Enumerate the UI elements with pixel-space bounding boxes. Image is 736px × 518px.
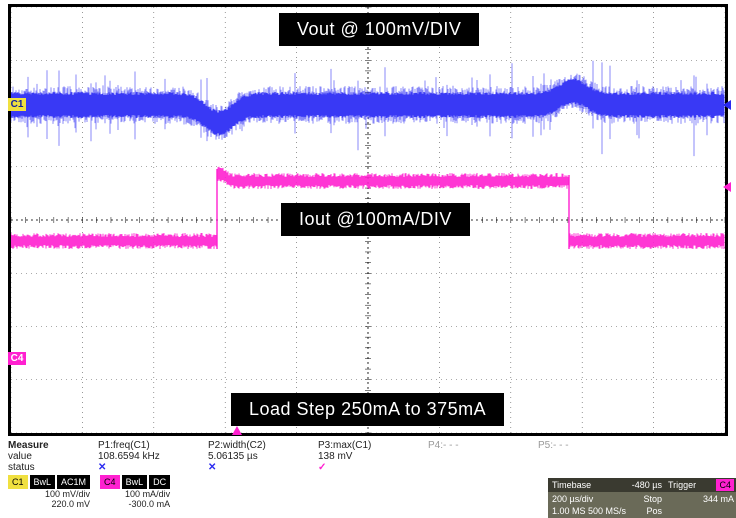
- measure-title: Measure: [8, 440, 98, 451]
- ch4-zero-marker: C4: [8, 352, 26, 365]
- channel-badge: BwL: [30, 475, 56, 489]
- ch1-zero-marker: C1: [8, 98, 26, 111]
- channel-scale: 100 mV/div: [8, 489, 90, 499]
- measure-col-value: [428, 451, 538, 462]
- channel-badge: AC1M: [57, 475, 90, 489]
- vout-annotation: Vout @ 100mV/DIV: [279, 13, 479, 46]
- timebase-scale: 200 µs/div: [552, 493, 593, 505]
- measure-header-row: Measure P1:freq(C1)P2:width(C2)P3:max(C1…: [8, 440, 728, 451]
- measure-col-status: [428, 462, 538, 473]
- measure-value-row: value 108.6594 kHz5.06135 µs138 mV: [8, 451, 728, 462]
- trigger-title: Trigger: [668, 479, 696, 491]
- timebase-delay: -480 µs: [632, 479, 662, 491]
- measure-col-name: P3:max(C1): [318, 440, 428, 451]
- trigger-panel[interactable]: TriggerC4344 mA.: [664, 478, 736, 518]
- measure-col-value: 108.6594 kHz: [98, 451, 208, 462]
- channel-readout-c1[interactable]: C1BwLAC1M100 mV/div220.0 mV: [8, 475, 90, 509]
- measure-col-name: P1:freq(C1): [98, 440, 208, 451]
- timebase-title: Timebase: [552, 479, 591, 491]
- channel-tag: C1: [8, 475, 28, 489]
- iout-annotation: Iout @100mA/DIV: [281, 203, 470, 236]
- channel-badge: BwL: [122, 475, 148, 489]
- trigger-position-marker: [232, 426, 242, 435]
- measure-col-status: ✕: [208, 462, 318, 473]
- channel-offset: 220.0 mV: [8, 499, 90, 509]
- oscilloscope-display: C1 C4 Vout @ 100mV/DIV Iout @100mA/DIV L…: [8, 4, 728, 436]
- channel-offset: -300.0 mA: [100, 499, 170, 509]
- right-ref-marker-c1: [723, 100, 731, 110]
- trigger-level: 344 mA: [668, 493, 734, 505]
- status-label: status: [8, 462, 98, 473]
- channel-readout-c4[interactable]: C4BwLDC100 mA/div-300.0 mA: [100, 475, 170, 509]
- measure-col-value: [538, 451, 648, 462]
- channel-badge: DC: [149, 475, 170, 489]
- measure-col-value: 5.06135 µs: [208, 451, 318, 462]
- readout-area: Measure P1:freq(C1)P2:width(C2)P3:max(C1…: [8, 440, 728, 509]
- trigger-source: C4: [716, 479, 734, 491]
- right-ref-marker-c4: [723, 182, 731, 192]
- measure-col-name: P2:width(C2): [208, 440, 318, 451]
- measure-status-row: status ✕✕✓: [8, 462, 728, 473]
- measure-col-status: ✓: [318, 462, 428, 473]
- channel-tag: C4: [100, 475, 120, 489]
- channel-scale: 100 mA/div: [100, 489, 170, 499]
- value-label: value: [8, 451, 98, 462]
- timebase-mode: Stop: [643, 493, 662, 505]
- timebase-panel[interactable]: Timebase -480 µs 200 µs/div Stop 1.00 MS 500…: [548, 478, 666, 518]
- measure-col-status: ✕: [98, 462, 208, 473]
- timebase-mem: 1.00 MS 500 MS/s: [552, 505, 626, 517]
- timebase-pos: Pos: [646, 505, 662, 517]
- measure-col-value: 138 mV: [318, 451, 428, 462]
- load-step-annotation: Load Step 250mA to 375mA: [231, 393, 504, 426]
- measure-col-name: P5:- - -: [538, 440, 648, 451]
- measure-col-name: P4:- - -: [428, 440, 538, 451]
- measure-col-status: [538, 462, 648, 473]
